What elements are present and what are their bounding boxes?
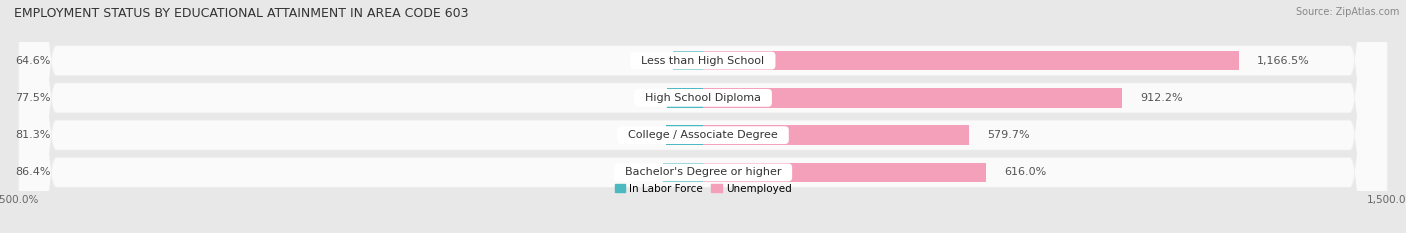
- Bar: [665, 125, 703, 145]
- FancyBboxPatch shape: [20, 0, 1386, 233]
- Text: College / Associate Degree: College / Associate Degree: [621, 130, 785, 140]
- Bar: [668, 88, 703, 108]
- Text: Bachelor's Degree or higher: Bachelor's Degree or higher: [617, 168, 789, 177]
- Text: EMPLOYMENT STATUS BY EDUCATIONAL ATTAINMENT IN AREA CODE 603: EMPLOYMENT STATUS BY EDUCATIONAL ATTAINM…: [14, 7, 468, 20]
- Text: 77.5%: 77.5%: [15, 93, 51, 103]
- Text: 81.3%: 81.3%: [15, 130, 51, 140]
- Bar: [673, 51, 703, 70]
- Text: 64.6%: 64.6%: [15, 56, 51, 65]
- Legend: In Labor Force, Unemployed: In Labor Force, Unemployed: [610, 179, 796, 198]
- FancyBboxPatch shape: [20, 0, 1386, 233]
- Bar: [703, 51, 1239, 70]
- Bar: [703, 88, 1122, 108]
- Text: 579.7%: 579.7%: [987, 130, 1031, 140]
- Text: 86.4%: 86.4%: [15, 168, 51, 177]
- FancyBboxPatch shape: [18, 0, 1388, 233]
- FancyBboxPatch shape: [20, 0, 1386, 233]
- Bar: [703, 125, 969, 145]
- Bar: [664, 163, 703, 182]
- FancyBboxPatch shape: [18, 0, 1388, 233]
- Text: 616.0%: 616.0%: [1004, 168, 1046, 177]
- Bar: [703, 163, 986, 182]
- FancyBboxPatch shape: [18, 0, 1388, 233]
- FancyBboxPatch shape: [18, 0, 1388, 233]
- Text: High School Diploma: High School Diploma: [638, 93, 768, 103]
- Text: 912.2%: 912.2%: [1140, 93, 1182, 103]
- Text: Less than High School: Less than High School: [634, 56, 772, 65]
- Text: 1,166.5%: 1,166.5%: [1257, 56, 1310, 65]
- FancyBboxPatch shape: [20, 0, 1386, 233]
- Text: Source: ZipAtlas.com: Source: ZipAtlas.com: [1295, 7, 1399, 17]
